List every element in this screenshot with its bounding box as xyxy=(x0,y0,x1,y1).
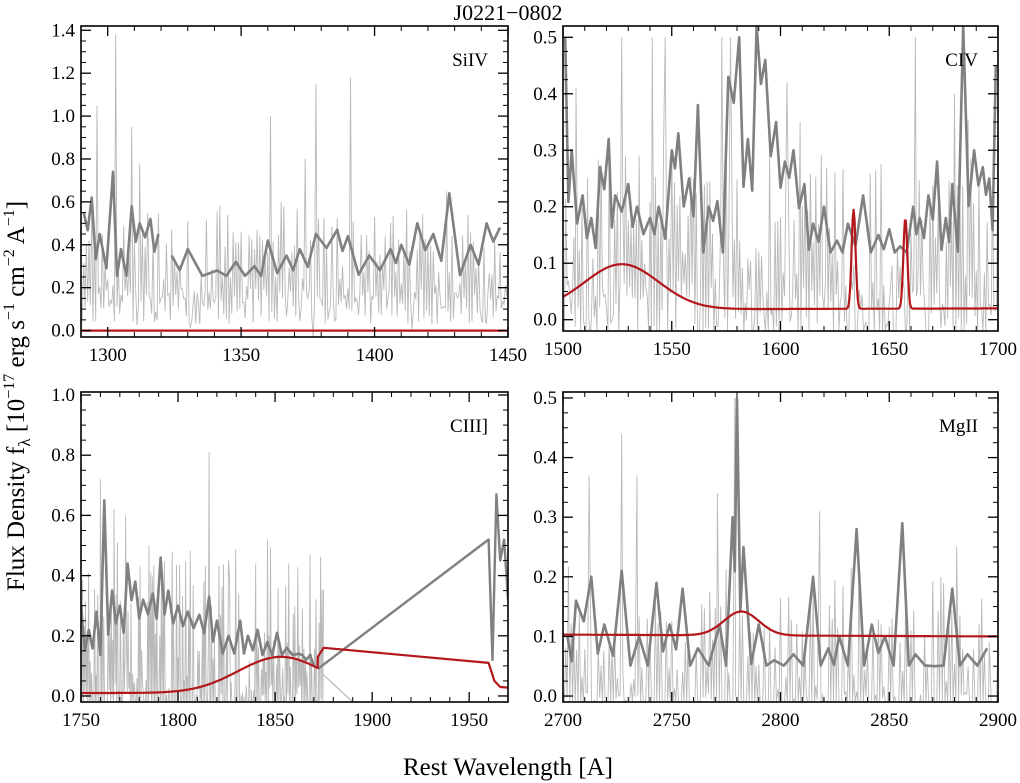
x-tick-label: 1350 xyxy=(222,345,260,366)
y-tick-label: 0.8 xyxy=(51,149,75,170)
x-tick-label: 1900 xyxy=(353,710,391,731)
y-tick-label: 0.3 xyxy=(533,140,557,161)
plot-area xyxy=(81,34,508,337)
y-axis-title-exp3: −2 xyxy=(1,249,18,266)
y-tick-label: 1.2 xyxy=(51,63,75,84)
emission-line-label: CIV xyxy=(945,50,978,71)
y-tick-label: 1.0 xyxy=(51,385,75,406)
y-axis-title-cm: cm xyxy=(3,266,30,303)
y-tick-label: 0.6 xyxy=(51,505,75,526)
panel-civ: 1500 1550 1600 1650 1700 0.0 0.1 0.2 0.3 0.4 0.5 CI… xyxy=(533,25,1017,360)
panels: 1300 1350 1400 1450 0.0 0.2 0.4 0.6 0.8 1.0 1.2 1.4… xyxy=(51,20,1017,731)
y-tick-label: 0.4 xyxy=(51,235,75,256)
raw-spectrum-line xyxy=(323,674,354,702)
raw-spectrum-line xyxy=(81,34,508,337)
x-tick-label: 1400 xyxy=(356,345,394,366)
x-tick-label: 1600 xyxy=(762,339,800,360)
x-tick-label: 1800 xyxy=(159,710,197,731)
x-tick-label: 1650 xyxy=(870,339,908,360)
plot-area xyxy=(81,452,508,702)
panel-siiv: 1300 1350 1400 1450 0.0 0.2 0.4 0.6 0.8 1.0 1.2 1.4… xyxy=(51,20,527,366)
y-tick-label: 1.0 xyxy=(51,106,75,127)
x-tick-label: 1300 xyxy=(89,345,127,366)
figure-title: J0221−0802 xyxy=(454,0,563,25)
y-tick-label: 0.8 xyxy=(51,445,75,466)
plot-area xyxy=(563,26,998,331)
emission-line-label: CIII] xyxy=(450,416,488,437)
x-axis-title: Rest Wavelength [A] xyxy=(403,754,613,781)
y-tick-label: 0.0 xyxy=(533,686,557,707)
y-tick-label: 1.4 xyxy=(51,20,75,41)
y-tick-label: 0.2 xyxy=(533,197,557,218)
y-axis-title-exp2: −1 xyxy=(1,303,18,320)
y-axis-title-exp1: −17 xyxy=(1,374,18,399)
panel-ciii: 1750 1800 1850 1900 1950 0.0 0.2 0.4 0.6 0.8 1.0 CI… xyxy=(51,385,509,731)
x-tick-label: 2850 xyxy=(870,710,908,731)
panel-frame xyxy=(80,25,509,338)
raw-spectrum-line xyxy=(81,452,325,702)
model-fit-line xyxy=(563,610,998,638)
x-tick-label: 1500 xyxy=(544,339,582,360)
y-tick-label: 0.0 xyxy=(51,686,75,707)
x-tick-label: 2800 xyxy=(762,710,800,731)
smoothed-spectrum-line xyxy=(81,498,316,667)
panel-mgii: 2700 2750 2800 2850 2900 0.0 0.1 0.2 0.3 0.4 0.5 Mg… xyxy=(533,388,1017,731)
y-tick-label: 0.2 xyxy=(51,278,75,299)
y-axis-title-close: ] xyxy=(3,201,30,209)
y-tick-label: 0.4 xyxy=(533,84,557,105)
model-fit-line xyxy=(81,646,508,695)
y-axis-title-exp4: −1 xyxy=(1,209,18,226)
y-tick-label: 0.0 xyxy=(51,321,75,342)
y-axis-title-lambda: λ xyxy=(15,438,34,447)
smoothed-spectrum-line xyxy=(82,170,160,278)
plot-area xyxy=(563,396,998,702)
y-axis-title-A: A xyxy=(3,226,30,249)
raw-spectrum-line xyxy=(563,37,998,331)
y-axis-title: Flux Density fλ [10−17 erg s−1 cm−2 A−1] xyxy=(1,201,34,591)
x-tick-label: 1950 xyxy=(450,710,488,731)
emission-line-label: SiIV xyxy=(452,50,488,71)
y-tick-label: 0.2 xyxy=(533,567,557,588)
emission-line-label: MgII xyxy=(939,416,978,437)
model-fit-line xyxy=(563,208,998,311)
x-tick-label: 1550 xyxy=(653,339,691,360)
y-tick-label: 0.5 xyxy=(533,388,557,409)
smoothed-spectrum-line xyxy=(563,26,998,254)
x-tick-label: 1700 xyxy=(979,339,1017,360)
smoothed-spectrum-line xyxy=(566,396,989,668)
raw-spectrum-line xyxy=(563,397,998,702)
x-tick-label: 2750 xyxy=(653,710,691,731)
x-tick-label: 2900 xyxy=(979,710,1017,731)
y-tick-label: 0.5 xyxy=(533,27,557,48)
x-tick-label: 2700 xyxy=(544,710,582,731)
x-tick-label: 1750 xyxy=(62,710,100,731)
y-tick-label: 0.1 xyxy=(533,253,557,274)
x-tick-label: 1450 xyxy=(489,345,527,366)
y-axis-title-open: [10 xyxy=(3,399,30,439)
y-axis-title-prefix: Flux Density f xyxy=(3,446,30,591)
y-tick-label: 0.1 xyxy=(533,626,557,647)
y-tick-label: 0.0 xyxy=(533,310,557,331)
y-axis-title-erg: erg s xyxy=(3,320,30,374)
y-tick-label: 0.4 xyxy=(533,448,557,469)
x-tick-label: 1850 xyxy=(256,710,294,731)
smoothed-spectrum-line xyxy=(317,493,508,670)
y-tick-label: 0.3 xyxy=(533,507,557,528)
smoothed-spectrum-line xyxy=(170,192,502,278)
y-tick-label: 0.2 xyxy=(51,626,75,647)
y-tick-label: 0.6 xyxy=(51,192,75,213)
y-tick-label: 0.4 xyxy=(51,566,75,587)
